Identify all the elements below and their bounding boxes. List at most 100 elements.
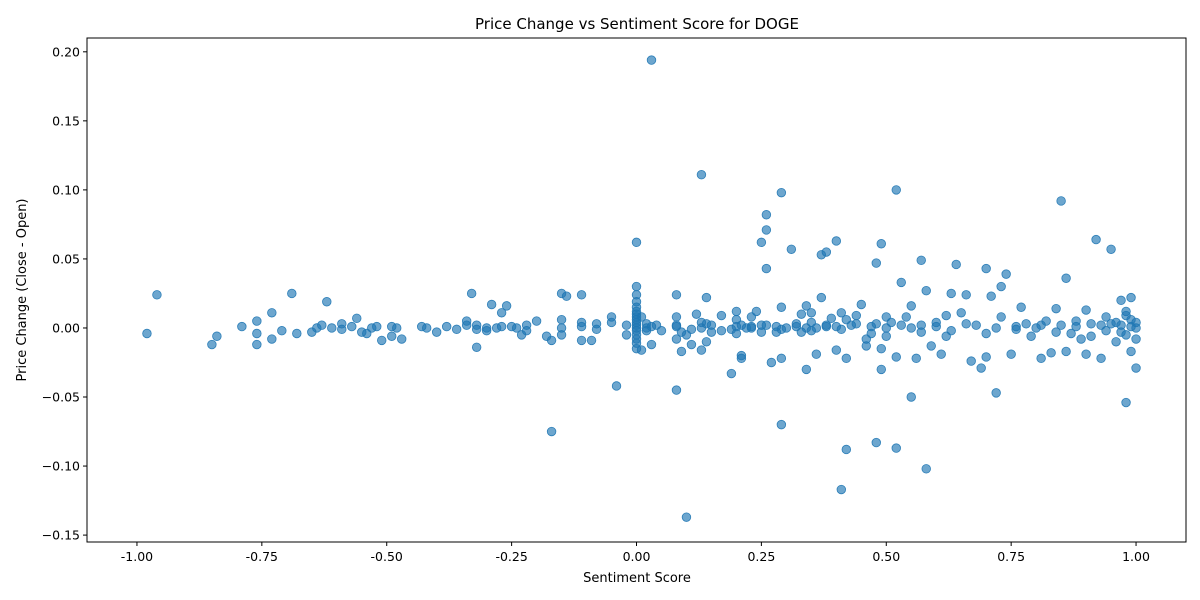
data-point: [1031, 323, 1041, 333]
data-point: [746, 323, 757, 333]
data-point: [971, 320, 981, 330]
data-point: [671, 312, 682, 322]
data-point: [836, 324, 847, 335]
data-point: [761, 263, 772, 274]
data-point: [546, 426, 557, 437]
data-point: [906, 323, 916, 333]
data-point: [881, 331, 891, 341]
data-point: [1011, 321, 1021, 332]
data-point: [671, 334, 682, 344]
data-point: [1061, 346, 1071, 357]
data-point: [681, 512, 692, 522]
data-point: [1066, 328, 1076, 339]
data-point: [636, 345, 647, 355]
data-point: [961, 290, 971, 300]
data-point: [776, 187, 787, 198]
data-point: [1106, 244, 1116, 254]
data-point: [696, 345, 707, 355]
data-point: [1096, 353, 1106, 364]
data-point: [1131, 323, 1141, 333]
data-point: [956, 308, 966, 318]
data-point: [1051, 327, 1061, 337]
data-point: [801, 301, 812, 311]
data-point: [821, 320, 832, 330]
data-point: [931, 321, 941, 332]
x-tick-label: 0.50: [872, 549, 900, 564]
data-point: [352, 313, 362, 324]
data-point: [621, 330, 632, 340]
data-point: [1061, 273, 1071, 283]
data-point: [876, 239, 886, 249]
x-tick-label: -0.75: [246, 549, 278, 564]
data-point: [731, 321, 742, 332]
data-point: [327, 323, 337, 333]
x-axis: -1.00 -0.75 -0.50 -0.25 0.00 0.25 0.50 0.75 1.00: [121, 542, 1150, 564]
data-point: [766, 357, 777, 368]
data-point: [776, 302, 787, 312]
data-point: [991, 323, 1001, 333]
data-point: [776, 353, 787, 364]
data-point: [267, 334, 277, 344]
y-tick-label: 0.15: [52, 113, 80, 128]
data-point: [466, 288, 477, 299]
data-point: [716, 326, 727, 336]
data-point: [142, 328, 152, 339]
data-point: [776, 324, 787, 335]
data-point: [1111, 337, 1121, 347]
data-point: [831, 345, 842, 355]
data-point: [676, 346, 687, 357]
data-point: [576, 290, 587, 300]
data-point: [1086, 331, 1096, 341]
data-point: [921, 285, 931, 296]
data-point: [691, 309, 702, 319]
data-point: [1041, 316, 1051, 326]
data-point: [726, 368, 737, 379]
data-point: [337, 319, 347, 329]
data-point: [806, 326, 817, 336]
data-point: [856, 299, 867, 310]
data-point: [1091, 234, 1101, 245]
data-point: [556, 330, 567, 340]
data-point: [821, 247, 832, 257]
data-point: [841, 444, 852, 455]
data-point: [761, 320, 772, 330]
data-point: [731, 306, 742, 317]
x-axis-label: Sentiment Score: [583, 571, 691, 586]
data-point: [876, 364, 886, 375]
data-point: [891, 443, 901, 453]
data-point: [1101, 312, 1111, 322]
data-point: [576, 335, 587, 346]
data-point: [736, 353, 747, 364]
x-tick-label: 0.25: [747, 549, 775, 564]
data-point: [471, 320, 482, 330]
data-point: [921, 464, 931, 474]
data-point: [496, 321, 507, 332]
y-tick-label: 0.00: [52, 320, 80, 335]
data-point: [451, 324, 462, 335]
data-point: [946, 288, 956, 299]
data-point: [441, 321, 452, 332]
data-point: [916, 327, 926, 337]
data-point: [881, 312, 891, 322]
data-point: [252, 316, 262, 326]
data-point: [761, 210, 772, 220]
data-point: [851, 310, 862, 321]
data-point: [511, 323, 522, 333]
data-point: [606, 317, 617, 328]
data-point: [816, 292, 827, 303]
data-point: [486, 299, 497, 310]
data-point: [836, 484, 847, 495]
data-point: [646, 55, 657, 65]
x-tick-label: -1.00: [121, 549, 153, 564]
data-point: [1121, 310, 1131, 321]
data-point: [796, 309, 807, 319]
data-point: [471, 342, 482, 353]
data-point: [686, 324, 697, 335]
data-point: [1116, 327, 1126, 337]
data-point: [966, 356, 976, 366]
data-point: [906, 301, 916, 311]
data-point: [896, 277, 906, 288]
points-layer: [142, 55, 1141, 522]
data-point: [1006, 349, 1016, 359]
data-point: [866, 328, 876, 339]
